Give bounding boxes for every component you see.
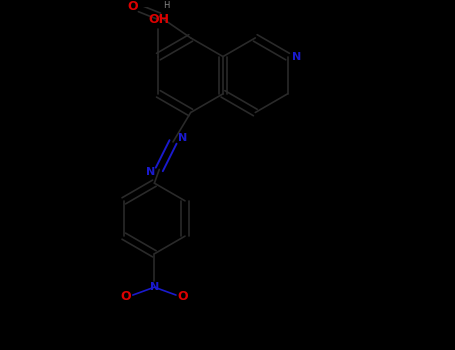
Text: N: N	[150, 282, 159, 292]
Text: O: O	[121, 289, 131, 302]
Text: N: N	[146, 167, 155, 177]
Text: N: N	[178, 133, 187, 143]
Text: O: O	[177, 289, 188, 302]
Text: O: O	[127, 0, 138, 13]
Text: H: H	[163, 1, 170, 10]
Text: N: N	[292, 51, 301, 62]
Text: OH: OH	[148, 13, 169, 26]
